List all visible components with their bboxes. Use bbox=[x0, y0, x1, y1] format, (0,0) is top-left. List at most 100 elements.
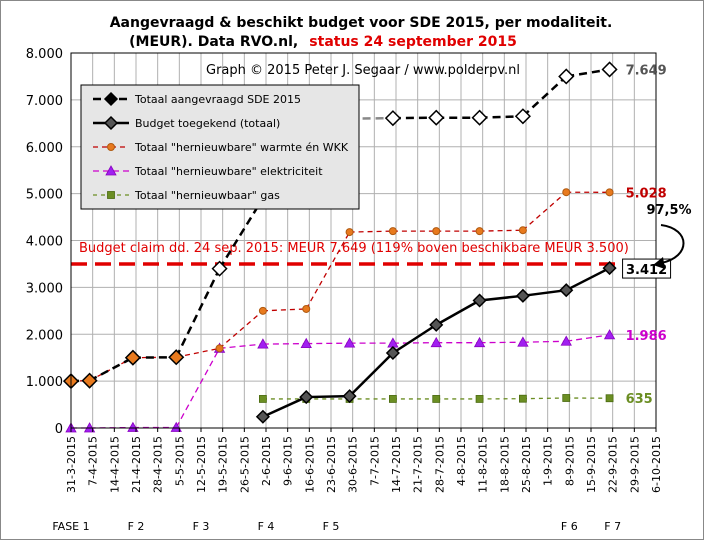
series-requested-point bbox=[169, 350, 183, 364]
series-heat-point bbox=[216, 345, 223, 352]
phase-label: FASE 1 bbox=[52, 520, 89, 533]
x-tick-label: 23-6-2015 bbox=[325, 436, 338, 493]
series-heat-point bbox=[433, 228, 440, 235]
end-label-heat: 5.028 bbox=[626, 186, 667, 201]
series-requested-point bbox=[473, 111, 487, 125]
chart-title-line1: Aangevraagd & beschikt budget voor SDE 2… bbox=[110, 15, 613, 31]
x-tick-label: 8-9-2015 bbox=[563, 436, 576, 486]
series-gas-point bbox=[259, 395, 266, 402]
series-elec-segment bbox=[220, 344, 263, 348]
x-tick-label: 16-6-2015 bbox=[303, 436, 316, 493]
series-heat-point bbox=[346, 229, 353, 236]
legend: Totaal aangevraagd SDE 2015 Budget toegek… bbox=[81, 85, 359, 209]
x-tick-label: 14-7-2015 bbox=[390, 436, 403, 493]
chart-title-status: status 24 september 2015 bbox=[309, 34, 517, 50]
phase-label: F 3 bbox=[193, 520, 210, 533]
x-tick-label: 12-5-2015 bbox=[195, 436, 208, 493]
legend-label-elec: Totaal "hernieuwbare" elektriciteit bbox=[134, 165, 323, 178]
legend-label-heat: Totaal "hernieuwbare" warmte én WKK bbox=[134, 141, 349, 154]
budget-claim-text: Budget claim dd. 24 sep. 2015: MEUR 7.64… bbox=[79, 241, 629, 256]
series-requested-point bbox=[603, 62, 617, 76]
x-tick-label: 28-4-2015 bbox=[152, 436, 165, 493]
series-requested-segment bbox=[523, 76, 566, 116]
x-tick-label: 9-6-2015 bbox=[282, 436, 295, 486]
x-tick-label: 28-7-2015 bbox=[433, 436, 446, 493]
legend-label-granted: Budget toegekend (totaal) bbox=[135, 117, 280, 130]
x-tick-label: 11-8-2015 bbox=[477, 436, 490, 493]
series-granted-point bbox=[560, 284, 572, 296]
phase-label: F 4 bbox=[258, 520, 275, 533]
x-tick-label: 18-8-2015 bbox=[498, 436, 511, 493]
x-tick-label: 29-9-2015 bbox=[628, 436, 641, 493]
y-tick-label: 4.000 bbox=[26, 235, 63, 250]
x-tick-label: 26-5-2015 bbox=[238, 436, 251, 493]
phase-label: F 7 bbox=[604, 520, 621, 533]
series-requested-point bbox=[429, 111, 443, 125]
x-tick-label: 15-9-2015 bbox=[585, 436, 598, 493]
x-tick-label: 19-5-2015 bbox=[217, 436, 230, 493]
budget-line-group: Budget claim dd. 24 sep. 2015: MEUR 7.64… bbox=[71, 241, 656, 264]
series-granted-segment bbox=[350, 353, 393, 396]
series-gas-point bbox=[606, 395, 613, 402]
series-granted-point bbox=[300, 391, 312, 403]
x-tick-label: 7-4-2015 bbox=[87, 436, 100, 486]
series-elec-segment bbox=[176, 348, 219, 427]
series-elec-segment bbox=[566, 335, 609, 341]
x-tick-label: 21-7-2015 bbox=[412, 436, 425, 493]
series-granted-segment bbox=[566, 268, 609, 290]
phase-label: F 2 bbox=[128, 520, 145, 533]
series-gas-point bbox=[476, 395, 483, 402]
y-tick-label: 1.000 bbox=[26, 375, 63, 390]
x-tick-label: 5-5-2015 bbox=[173, 436, 186, 486]
y-tick-label: 5.000 bbox=[26, 188, 63, 203]
legend-marker-gas bbox=[108, 192, 115, 199]
percent-label: 97,5% bbox=[646, 203, 691, 218]
series-heat-segment bbox=[480, 230, 523, 231]
series-granted-segment bbox=[480, 296, 523, 301]
series-granted-point bbox=[257, 411, 269, 423]
series-elec-segment bbox=[523, 341, 566, 342]
series-heat-point bbox=[563, 189, 570, 196]
chart-title-source: (MEUR). Data RVO.nl, bbox=[129, 34, 298, 50]
series-requested-segment bbox=[176, 269, 219, 358]
series-heat-point bbox=[259, 307, 266, 314]
end-label-elec: 1.986 bbox=[626, 329, 667, 344]
legend-label-requested: Totaal aangevraagd SDE 2015 bbox=[134, 93, 301, 106]
legend-label-gas: Totaal "hernieuwbaar" gas bbox=[134, 189, 280, 202]
series-heat-point bbox=[519, 227, 526, 234]
series-granted-point bbox=[474, 295, 486, 307]
x-tick-label: 31-3-2015 bbox=[65, 436, 78, 493]
curved-arrow bbox=[661, 225, 684, 263]
series-gas-point bbox=[519, 395, 526, 402]
y-tick-label: 7.000 bbox=[26, 94, 63, 109]
series-heat-point bbox=[476, 228, 483, 235]
series-gas-segment bbox=[523, 398, 566, 399]
credit-text: Graph © 2015 Peter J. Segaar / www.polde… bbox=[206, 63, 520, 78]
chart-title-line2: (MEUR). Data RVO.nl, status 24 september… bbox=[129, 31, 517, 50]
x-tick-label: 7-7-2015 bbox=[368, 436, 381, 486]
series-heat-point bbox=[606, 189, 613, 196]
y-tick-label: 6.000 bbox=[26, 141, 63, 156]
x-tick-label: 30-6-2015 bbox=[347, 436, 360, 493]
end-label-gas: 635 bbox=[626, 392, 653, 407]
series-heat-point bbox=[303, 305, 310, 312]
series-granted-segment bbox=[523, 290, 566, 296]
series-heat-segment bbox=[523, 192, 566, 230]
x-tick-label: 14-4-2015 bbox=[108, 436, 121, 493]
y-tick-label: 8.000 bbox=[26, 47, 63, 62]
series-heat-point bbox=[389, 228, 396, 235]
x-tick-label: 4-8-2015 bbox=[455, 436, 468, 486]
series-heat-segment bbox=[263, 309, 306, 311]
series-gas-point bbox=[433, 395, 440, 402]
series-granted-point bbox=[517, 290, 529, 302]
series-requested-point bbox=[559, 69, 573, 83]
x-tick-label: 1-9-2015 bbox=[542, 436, 555, 486]
y-tick-label: 0 bbox=[55, 422, 63, 437]
series-requested-point bbox=[386, 111, 400, 125]
series-requested-segment bbox=[90, 358, 133, 381]
series-requested-point bbox=[83, 374, 97, 388]
